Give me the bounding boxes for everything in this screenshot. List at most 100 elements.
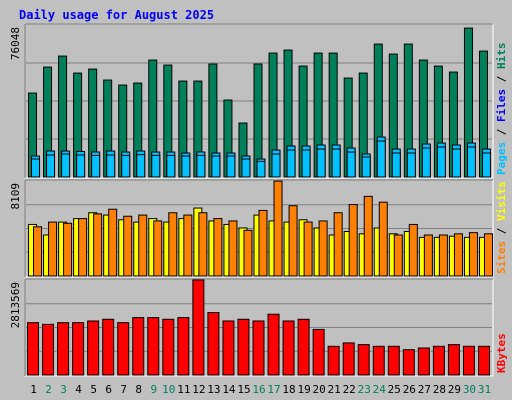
- day-label-11: 11: [177, 383, 190, 396]
- bar-sites-day-6: [108, 208, 118, 277]
- day-label-14: 14: [222, 383, 236, 396]
- bar-pages-day-13: [211, 155, 221, 178]
- legend-entry: Sites: [495, 241, 508, 274]
- bar-pages-day-23: [361, 156, 371, 178]
- day-label-28: 28: [433, 383, 446, 396]
- bar-pages-day-4: [76, 154, 86, 178]
- bar-kbytes-day-11: [177, 317, 190, 376]
- bar-pages-day-25: [391, 152, 401, 178]
- day-label-16: 16: [252, 383, 265, 396]
- bar-kbytes-day-16: [252, 320, 265, 376]
- bar-pages-day-21: [331, 148, 341, 178]
- bar-pages-day-24: [376, 140, 386, 178]
- day-label-5: 5: [90, 383, 97, 396]
- bar-sites-day-25: [393, 234, 403, 277]
- bar-pages-day-10: [166, 154, 176, 178]
- legend-entry: /: [495, 221, 508, 241]
- day-label-10: 10: [162, 383, 175, 396]
- day-label-13: 13: [207, 383, 220, 396]
- bar-kbytes-day-17: [267, 313, 280, 376]
- bar-kbytes-day-18: [282, 320, 295, 376]
- bar-sites-day-28: [438, 234, 448, 277]
- bar-kbytes-day-4: [72, 322, 85, 376]
- bar-kbytes-day-10: [162, 318, 175, 376]
- bar-pages-day-5: [91, 154, 101, 178]
- day-label-1: 1: [30, 383, 37, 396]
- bar-sites-day-23: [363, 195, 373, 277]
- bar-pages-day-30: [466, 146, 476, 178]
- bar-kbytes-day-24: [372, 345, 385, 376]
- bar-kbytes-day-20: [312, 328, 325, 376]
- chart-title: Daily usage for August 2025: [19, 8, 214, 22]
- bar-kbytes-day-5: [87, 320, 100, 376]
- day-label-4: 4: [75, 383, 82, 396]
- day-label-15: 15: [237, 383, 250, 396]
- legend-entry: /: [495, 69, 508, 89]
- legend-entry: KBytes: [495, 333, 508, 373]
- day-label-8: 8: [135, 383, 142, 396]
- bar-sites-day-7: [123, 215, 133, 277]
- panel-bottom-max-label: 2813569: [9, 282, 22, 328]
- day-label-12: 12: [192, 383, 205, 396]
- bar-sites-day-4: [78, 218, 88, 277]
- day-label-30: 30: [463, 383, 476, 396]
- day-label-26: 26: [403, 383, 416, 396]
- bar-sites-day-20: [318, 220, 328, 277]
- bar-pages-day-28: [436, 146, 446, 178]
- bar-pages-day-6: [106, 154, 116, 178]
- bar-kbytes-day-29: [447, 344, 460, 376]
- bar-sites-day-13: [213, 218, 223, 277]
- bar-sites-day-11: [183, 214, 193, 277]
- bar-pages-day-14: [226, 155, 236, 178]
- bar-pages-day-17: [271, 153, 281, 178]
- bar-sites-day-21: [333, 212, 343, 277]
- bar-kbytes-day-1: [27, 322, 40, 376]
- bar-sites-day-1: [33, 226, 43, 277]
- bar-sites-day-18: [288, 205, 298, 277]
- day-labels: 1 2 3 4 5 6 7 8 9 10 11 12 13 14 15 16 17 18 19 20 21 22 23 24 2…: [30, 383, 491, 396]
- bar-kbytes-day-23: [357, 344, 370, 376]
- bar-pages-day-16: [256, 160, 266, 178]
- bar-kbytes-day-27: [417, 347, 430, 376]
- bar-pages-day-29: [451, 148, 461, 178]
- bar-kbytes-day-22: [342, 342, 355, 376]
- bar-pages-day-9: [151, 154, 161, 178]
- bar-kbytes-day-31: [477, 345, 490, 376]
- bar-pages-day-20: [316, 148, 326, 178]
- bar-kbytes-day-8: [132, 317, 145, 376]
- bar-pages-day-12: [196, 154, 206, 178]
- bar-sites-day-27: [423, 234, 433, 277]
- bar-kbytes-day-9: [147, 317, 160, 376]
- bar-sites-day-3: [63, 222, 73, 277]
- panel-top: 76048 Pages / Files / Hits: [9, 23, 508, 179]
- day-label-19: 19: [297, 383, 310, 396]
- legend-entry: Hits: [495, 43, 508, 70]
- bar-sites-day-24: [378, 201, 388, 277]
- bar-kbytes-day-2: [42, 323, 55, 376]
- legend-entry: Pages: [495, 142, 508, 175]
- bar-sites-day-5: [93, 213, 103, 277]
- bar-kbytes-day-25: [387, 345, 400, 376]
- bar-pages-day-11: [181, 155, 191, 178]
- bar-pages-day-18: [286, 149, 296, 178]
- panel-middle: 8109 Sites / Visits: [9, 179, 508, 278]
- bar-pages-day-27: [421, 147, 431, 178]
- bar-pages-day-19: [301, 149, 311, 178]
- bar-pages-day-7: [121, 154, 131, 178]
- day-label-7: 7: [120, 383, 127, 396]
- legend-entry: /: [495, 122, 508, 142]
- bar-sites-day-19: [303, 221, 313, 277]
- day-label-29: 29: [448, 383, 461, 396]
- bar-sites-day-26: [408, 223, 418, 277]
- bar-pages-day-31: [481, 152, 491, 178]
- bar-sites-day-10: [168, 212, 178, 277]
- bar-kbytes-day-6: [102, 318, 115, 376]
- bar-sites-day-29: [453, 233, 463, 277]
- bar-sites-day-9: [153, 220, 163, 277]
- day-label-24: 24: [373, 383, 387, 396]
- bar-sites-day-31: [483, 233, 493, 277]
- bar-pages-day-3: [61, 153, 71, 178]
- bar-pages-day-26: [406, 152, 416, 178]
- day-label-18: 18: [282, 383, 295, 396]
